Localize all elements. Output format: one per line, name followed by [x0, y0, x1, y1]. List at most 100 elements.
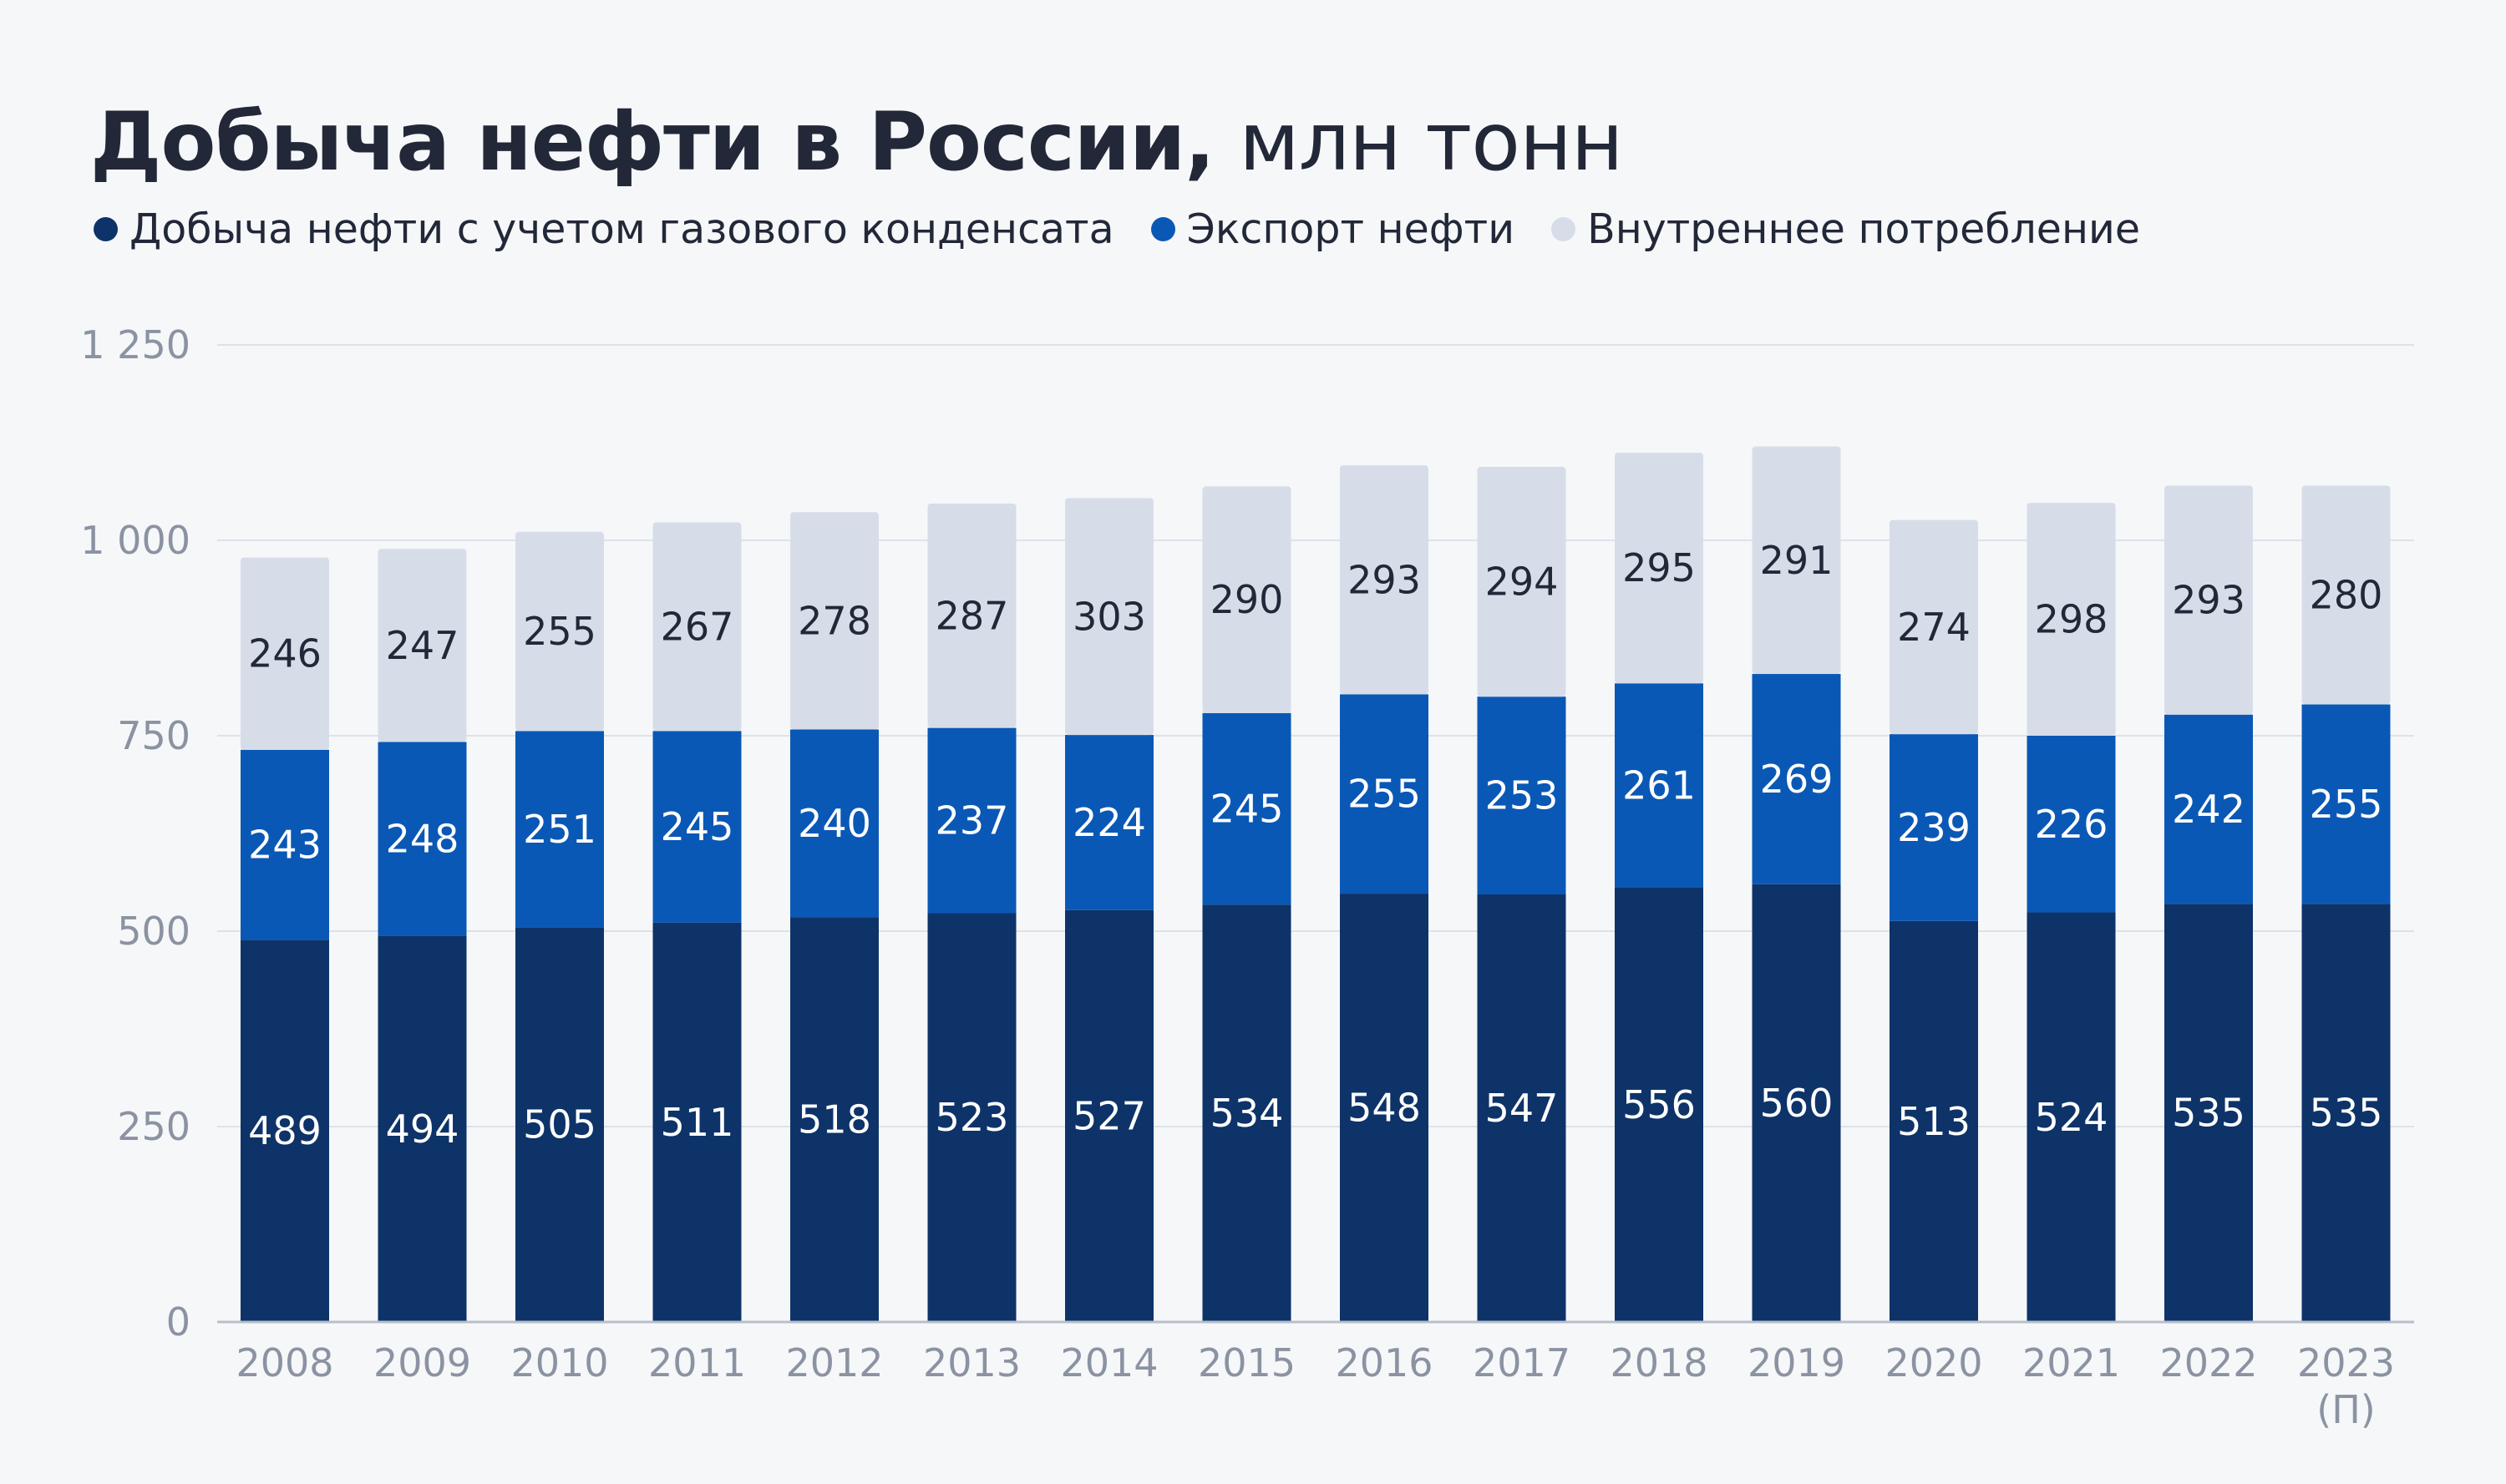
x-tick-label: 2020	[1885, 1340, 1982, 1385]
data-label: 255	[2310, 782, 2383, 827]
x-tick-label: 2008	[236, 1340, 333, 1385]
data-label: 269	[1760, 757, 1834, 802]
bar-group-2015: 534 245 290	[1202, 486, 1291, 1322]
bar-segment	[1615, 683, 1703, 888]
data-label: 556	[1622, 1082, 1696, 1127]
bar-group-2010: 505 251 255	[515, 531, 604, 1322]
bar-segment	[2301, 704, 2391, 904]
x-tick-note: (П)	[2316, 1387, 2375, 1432]
bar-segment	[378, 742, 467, 936]
bar-segment	[927, 727, 1017, 914]
bar-segment	[1890, 519, 1978, 735]
bar-segment	[790, 729, 879, 918]
x-tick-label: 2013	[923, 1340, 1021, 1385]
x-tick-label: 2021	[2022, 1340, 2120, 1385]
y-tick-label: 1 000	[80, 518, 190, 563]
data-label: 513	[1897, 1099, 1971, 1144]
data-label: 248	[386, 817, 459, 862]
x-tick-label: 2016	[1335, 1340, 1433, 1385]
bar-segment	[652, 731, 742, 923]
bar-segment	[2164, 485, 2253, 715]
data-label: 560	[1760, 1081, 1834, 1126]
data-label: 251	[523, 807, 596, 852]
bar-group-2023: 535 255 280	[2301, 485, 2391, 1322]
bar-segment	[2164, 904, 2253, 1322]
data-label: 548	[1347, 1086, 1421, 1131]
y-tick-label: 500	[117, 909, 190, 954]
data-label: 280	[2310, 573, 2383, 618]
data-label: 290	[1210, 577, 1284, 622]
legend-marker-domestic	[1551, 217, 1576, 241]
bar-group-2009: 494 248 247	[378, 549, 467, 1322]
x-tick-label: 2010	[510, 1340, 608, 1385]
legend-marker-export	[1150, 217, 1175, 241]
data-label: 295	[1622, 545, 1696, 590]
bar-segment	[2027, 503, 2116, 736]
bar-segment	[2027, 736, 2116, 913]
data-label: 267	[661, 604, 734, 649]
data-label: 245	[661, 804, 734, 849]
y-tick-label: 1 250	[80, 322, 190, 367]
bar-segment	[2301, 485, 2391, 705]
bar-segment	[2164, 714, 2253, 904]
bar-segment	[1202, 486, 1291, 713]
data-label: 224	[1073, 800, 1146, 845]
bar-segment	[1890, 734, 1978, 921]
bar-segment	[1752, 446, 1841, 675]
bar-segment	[241, 940, 329, 1322]
bar-segment	[790, 917, 879, 1322]
data-label: 505	[523, 1102, 596, 1147]
legend-marker-production	[94, 217, 118, 241]
data-label: 294	[1485, 560, 1559, 605]
bar-segment	[241, 557, 329, 750]
data-label: 518	[798, 1097, 871, 1142]
bar-segment	[1615, 887, 1703, 1322]
x-tick-label: 2009	[373, 1340, 471, 1385]
bar-segment	[1340, 894, 1428, 1322]
y-tick-label: 0	[166, 1299, 190, 1345]
legend-label-export: Экспорт нефти	[1186, 205, 1515, 253]
bar-segment	[1340, 465, 1428, 695]
y-tick-label: 750	[117, 713, 190, 758]
bar-segment	[1615, 453, 1703, 684]
data-label: 291	[1760, 538, 1834, 583]
x-tick-label: 2015	[1198, 1340, 1296, 1385]
data-label: 293	[2172, 578, 2245, 623]
data-label: 240	[798, 801, 871, 846]
data-label: 489	[248, 1108, 322, 1153]
bar-segment	[652, 522, 742, 732]
legend-item-export: Экспорт нефти	[1150, 205, 1515, 253]
bar-segment	[515, 927, 604, 1322]
data-label: 287	[936, 593, 1009, 638]
x-tick-label: 2023	[2297, 1340, 2395, 1385]
bar-group-2019: 560 269 291	[1752, 446, 1841, 1322]
data-label: 247	[386, 623, 459, 668]
data-label: 255	[1347, 772, 1421, 817]
bar-group-2013: 523 237 287	[927, 504, 1017, 1322]
bar-segment	[1065, 909, 1154, 1322]
bar-segment	[1752, 674, 1841, 884]
bar-group-2017: 547 253 294	[1477, 467, 1566, 1322]
bar-segment	[378, 935, 467, 1322]
x-tick-label: 2011	[648, 1340, 746, 1385]
data-label: 523	[936, 1095, 1009, 1140]
data-label: 527	[1073, 1093, 1146, 1138]
data-label: 245	[1210, 787, 1284, 832]
bar-group-2022: 535 242 293	[2164, 485, 2253, 1322]
data-label: 293	[1347, 557, 1421, 602]
data-label: 239	[1897, 805, 1971, 850]
bar-segment	[1477, 696, 1566, 895]
data-label: 274	[1897, 605, 1971, 650]
data-label: 535	[2172, 1091, 2245, 1136]
bar-segment	[2027, 912, 2116, 1322]
data-label: 226	[2035, 802, 2108, 847]
bar-segment	[515, 531, 604, 732]
y-tick-label: 250	[117, 1104, 190, 1149]
bar-segment	[1202, 904, 1291, 1322]
legend-item-domestic: Внутреннее потребление	[1551, 205, 2140, 253]
data-label: 511	[661, 1100, 734, 1145]
bar-segment	[1202, 712, 1291, 905]
data-label: 494	[386, 1107, 459, 1152]
x-tick-label: 2019	[1748, 1340, 1845, 1385]
